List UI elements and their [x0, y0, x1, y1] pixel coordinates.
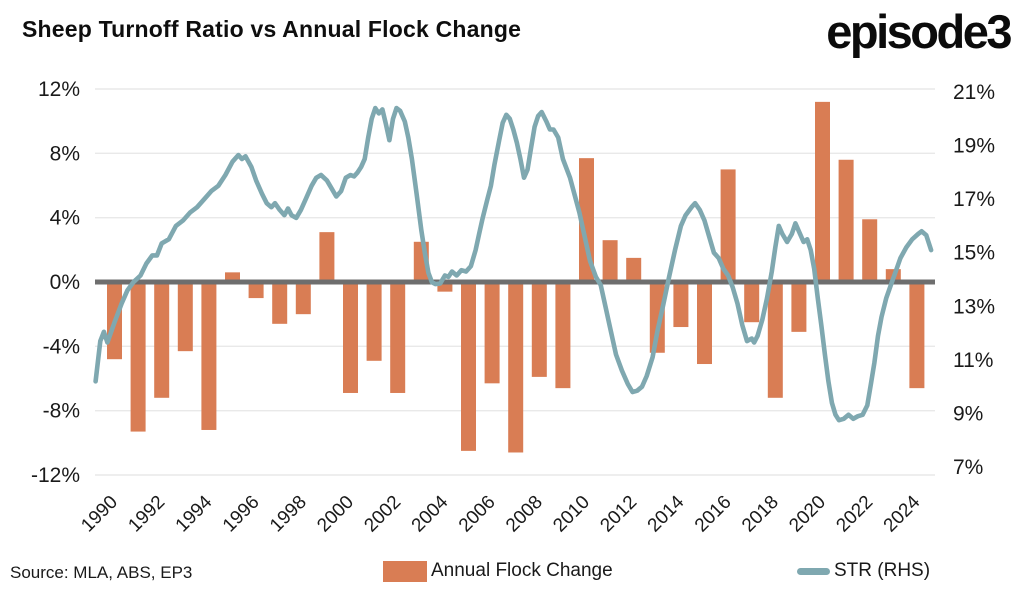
bar-1995 — [225, 272, 240, 282]
page-title: Sheep Turnoff Ratio vs Annual Flock Chan… — [22, 16, 522, 42]
bar-2022 — [862, 219, 878, 282]
flock-change-bars — [107, 101, 925, 453]
x-tick-1994: 1994 — [172, 491, 217, 536]
x-tick-2018: 2018 — [738, 492, 783, 537]
left-axis-tick: 0% — [50, 271, 80, 294]
bar-2024 — [909, 282, 925, 389]
bar-1998 — [295, 282, 311, 315]
bar-2019 — [791, 282, 807, 332]
x-tick-1992: 1992 — [124, 492, 169, 537]
bar-1997 — [272, 282, 288, 324]
bar-2017 — [744, 282, 760, 323]
bar-2013 — [649, 282, 665, 353]
bar-1991 — [130, 282, 146, 432]
bar-2020 — [815, 101, 830, 283]
str-line-swatch-icon — [797, 567, 830, 575]
x-tick-1996: 1996 — [219, 492, 264, 537]
left-axis-tick: 8% — [50, 142, 80, 165]
left-axis-tick: 4% — [50, 207, 80, 230]
right-axis-tick: 19% — [953, 135, 995, 158]
x-axis-tick-labels: 1990 1992 1994 1996 1998 2000 2002 2004 2006 2008… — [77, 491, 924, 536]
chart-canvas: 12% 8% 4% 0% -4% -8% -12% 21% 19% 17% 15% 13% 11% 9% 7… — [31, 78, 995, 536]
bar-1996 — [248, 282, 264, 299]
x-tick-2004: 2004 — [408, 491, 453, 536]
bar-2006 — [484, 282, 500, 384]
bar-1993 — [177, 282, 193, 352]
legend-flock-label: Annual Flock Change — [431, 560, 613, 581]
left-axis-tick: -12% — [31, 464, 80, 487]
right-axis-tick: 15% — [953, 242, 995, 265]
x-tick-1990: 1990 — [77, 492, 122, 537]
str-line — [93, 105, 934, 423]
source-note: Source: MLA, ABS, EP3 — [10, 563, 193, 582]
bar-2000 — [343, 282, 358, 393]
right-axis-tick: 21% — [953, 81, 995, 104]
x-tick-1998: 1998 — [266, 492, 311, 537]
legend-item-flock-change: Annual Flock Change — [383, 560, 613, 582]
right-axis-tick: 13% — [953, 295, 995, 318]
bar-2004 — [437, 282, 453, 292]
right-axis-tick: 11% — [953, 349, 993, 372]
x-tick-2022: 2022 — [832, 492, 877, 537]
x-tick-2012: 2012 — [596, 492, 641, 537]
x-tick-2008: 2008 — [502, 492, 547, 537]
right-axis-tick: 17% — [953, 188, 995, 211]
x-tick-2002: 2002 — [360, 492, 405, 537]
x-tick-2016: 2016 — [691, 492, 736, 537]
legend-str-label: STR (RHS) — [834, 560, 931, 581]
flock-change-swatch-icon — [383, 560, 427, 582]
bar-2001 — [366, 282, 382, 361]
bar-1994 — [201, 282, 217, 430]
bar-2007 — [508, 282, 524, 453]
bar-2018 — [767, 282, 783, 398]
x-tick-2024: 2024 — [880, 491, 925, 536]
x-tick-2000: 2000 — [313, 492, 358, 537]
bar-2005 — [461, 282, 476, 451]
x-tick-2006: 2006 — [455, 492, 500, 537]
bar-2009 — [555, 282, 571, 389]
legend-item-str: STR (RHS) — [797, 560, 930, 582]
bar-1999 — [319, 232, 335, 282]
bar-2011 — [602, 240, 618, 282]
x-tick-2020: 2020 — [785, 492, 830, 537]
x-tick-2010: 2010 — [549, 492, 594, 537]
x-tick-2014: 2014 — [644, 491, 689, 536]
bar-2010 — [579, 158, 594, 282]
left-axis-tick: 12% — [38, 78, 80, 101]
bar-2002 — [390, 282, 406, 393]
episode3-logo: episode3 — [826, 5, 1012, 58]
right-axis-tick: 9% — [953, 402, 983, 425]
bar-1992 — [154, 282, 170, 398]
left-axis-tick-labels: 12% 8% 4% 0% -4% -8% -12% — [31, 78, 80, 487]
right-axis-tick: 7% — [953, 456, 983, 479]
bar-2016 — [720, 169, 736, 282]
right-axis-tick-labels: 21% 19% 17% 15% 13% 11% 9% 7% — [953, 81, 995, 479]
left-axis-tick: -4% — [43, 335, 80, 358]
bar-2015 — [697, 282, 712, 365]
bar-2014 — [673, 282, 689, 328]
bar-2008 — [531, 282, 547, 377]
left-axis-tick: -8% — [43, 400, 80, 423]
bar-2012 — [626, 257, 642, 282]
bar-2021 — [838, 159, 854, 282]
